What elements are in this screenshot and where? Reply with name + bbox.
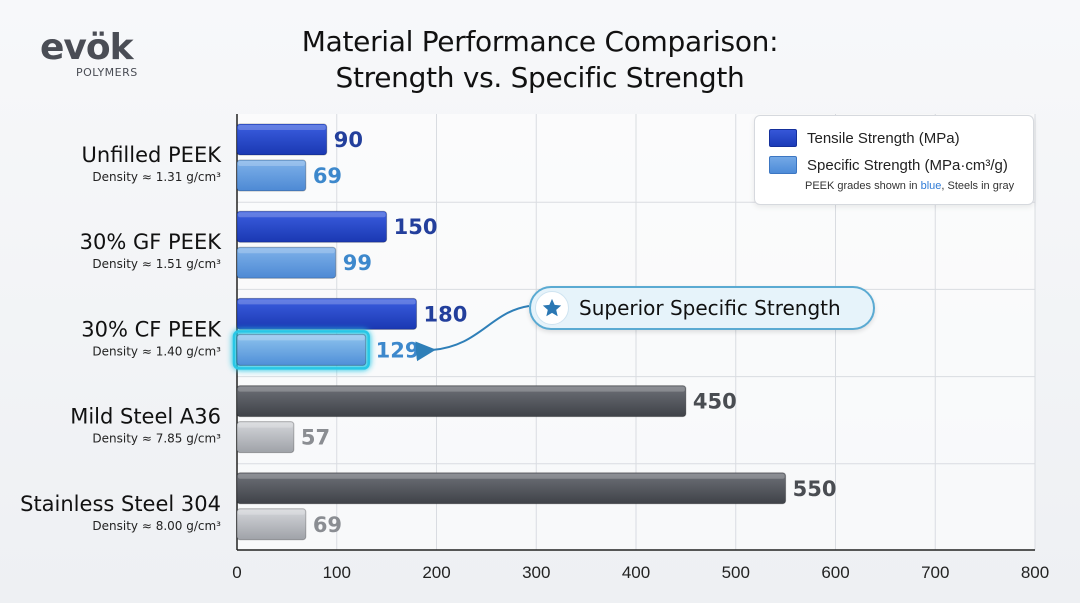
- density-label: Density ≈ 8.00 g/cm³: [92, 519, 221, 533]
- annotation-callout: Superior Specific Strength: [529, 286, 875, 330]
- category-label: 30% CF PEEK: [81, 317, 222, 341]
- x-tick-label: 600: [821, 563, 849, 582]
- x-tick-label: 400: [622, 563, 650, 582]
- bar-sheen: [238, 422, 293, 428]
- x-tick-label: 200: [422, 563, 450, 582]
- annotation-text: Superior Specific Strength: [579, 296, 841, 320]
- brand-logo: evök POLYMERS: [40, 27, 150, 80]
- x-tick-label: 700: [921, 563, 949, 582]
- chart-title: Material Performance Comparison:: [301, 25, 779, 58]
- x-tick-label: 800: [1021, 563, 1049, 582]
- bar-sheen: [238, 299, 416, 305]
- bar-sheen: [238, 212, 386, 218]
- legend-label-specific: Specific Strength (MPa·cm³/g): [807, 156, 1008, 174]
- value-label: 180: [424, 302, 468, 326]
- density-label: Density ≈ 1.31 g/cm³: [92, 170, 221, 184]
- legend-note-prefix: PEEK grades shown in: [805, 180, 921, 192]
- category-label: 30% GF PEEK: [80, 230, 223, 254]
- legend-swatch-tensile: [769, 129, 797, 147]
- bar-sheen: [238, 335, 365, 341]
- brand-subtitle: POLYMERS: [76, 66, 138, 79]
- legend-label-tensile: Tensile Strength (MPa): [807, 129, 960, 147]
- chart-subtitle: Strength vs. Specific Strength: [335, 61, 745, 94]
- highlight-outline: [232, 330, 370, 370]
- bar-sheen: [238, 473, 785, 479]
- category-label: Mild Steel A36: [70, 405, 221, 429]
- legend-note-suffix: , Steels in gray: [941, 180, 1015, 192]
- bar-sheen: [238, 386, 685, 392]
- x-tick-label: 0: [232, 563, 241, 582]
- value-label: 90: [334, 128, 363, 152]
- bar-specific: [236, 421, 295, 454]
- density-label: Density ≈ 7.85 g/cm³: [92, 432, 221, 446]
- bar-sheen: [238, 125, 326, 130]
- bar-specific: [236, 508, 307, 541]
- x-tick-label: 300: [522, 563, 550, 582]
- callout-arrow: [415, 305, 530, 362]
- category-label: Unfilled PEEK: [82, 143, 223, 167]
- category-label: Stainless Steel 304: [20, 492, 221, 516]
- star-icon: [535, 291, 569, 325]
- legend-item-tensile: Tensile Strength (MPa): [769, 128, 960, 148]
- bar-tensile: [236, 385, 687, 418]
- bar-tensile: [236, 472, 787, 505]
- x-tick-label: 100: [323, 563, 351, 582]
- value-label: 129: [376, 338, 420, 362]
- bar-specific: [236, 246, 337, 279]
- legend-swatch-specific: [769, 156, 797, 174]
- value-label: 69: [313, 164, 342, 188]
- value-label: 550: [793, 477, 837, 501]
- density-label: Density ≈ 1.40 g/cm³: [92, 344, 221, 358]
- bar-specific: [236, 333, 367, 366]
- density-label: Density ≈ 1.51 g/cm³: [92, 257, 221, 271]
- chart-title-block: Material Performance Comparison: Strengt…: [200, 24, 880, 96]
- value-label: 69: [313, 513, 342, 537]
- legend-note-blue: blue: [920, 180, 942, 192]
- x-tick-label: 500: [722, 563, 750, 582]
- bar-specific: [236, 159, 307, 192]
- bar-tensile: [236, 123, 328, 156]
- bar-sheen: [238, 248, 335, 254]
- value-label: 57: [301, 426, 330, 450]
- brand-wordmark: evök: [40, 27, 134, 68]
- bar-sheen: [238, 509, 305, 515]
- value-label: 99: [343, 251, 372, 275]
- bar-sheen: [238, 161, 305, 166]
- legend-item-specific: Specific Strength (MPa·cm³/g): [769, 155, 1008, 175]
- bar-tensile: [236, 210, 388, 243]
- legend-note: PEEK grades shown in blue, Steels in gra…: [805, 180, 1014, 192]
- value-label: 450: [693, 390, 737, 414]
- value-label: 150: [394, 215, 438, 239]
- chart-legend: Tensile Strength (MPa) Specific Strength…: [754, 115, 1034, 205]
